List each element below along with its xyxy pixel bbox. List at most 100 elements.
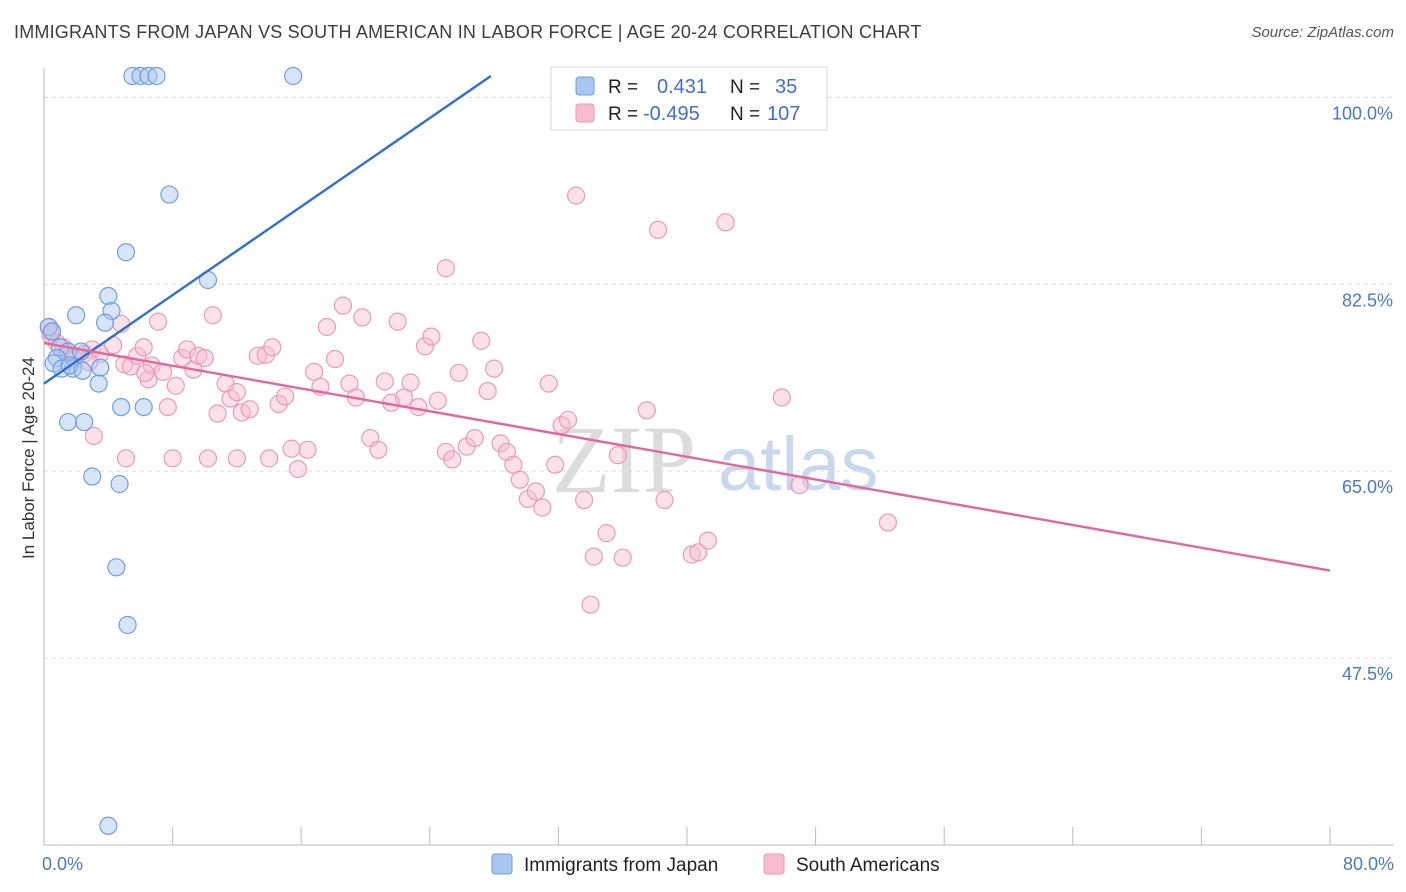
south-american-point <box>415 337 435 356</box>
south-american-point <box>298 440 317 459</box>
south-american-point <box>158 397 177 417</box>
japan-point <box>89 374 108 393</box>
south-american-point <box>198 449 218 468</box>
south-american-point <box>276 387 295 406</box>
legend-bottom-swatch-japan <box>491 853 513 875</box>
south-american-point <box>269 394 288 413</box>
south-american-point <box>422 327 441 346</box>
south-american-point <box>134 338 153 357</box>
south-american-point <box>136 363 155 383</box>
legend-top-box <box>550 66 828 131</box>
south-american-point <box>465 428 484 448</box>
south-american-point <box>597 524 616 543</box>
south-american-point <box>504 455 523 474</box>
japan-point <box>91 358 110 377</box>
south-american-point <box>790 475 809 495</box>
legend-swatch-sa <box>575 103 595 123</box>
south-american-point <box>325 349 345 369</box>
trend-line-south-americans <box>43 341 1331 572</box>
south-american-point <box>288 459 308 479</box>
south-american-point <box>304 362 324 381</box>
japan-point <box>110 474 129 494</box>
south-american-point <box>648 220 668 239</box>
south-american-point <box>581 595 600 614</box>
south-american-point <box>613 548 632 567</box>
trend-lines <box>43 75 1331 572</box>
legend-bottom: Immigrants from Japan South Americans <box>491 853 940 876</box>
data-points <box>39 66 898 835</box>
south-american-point <box>203 306 222 325</box>
japan-point <box>42 322 62 341</box>
south-american-point <box>637 401 656 420</box>
y-tick-label: 47.5% <box>1342 664 1393 684</box>
south-american-point <box>263 338 282 357</box>
japan-point <box>95 313 115 332</box>
south-american-point <box>353 308 372 327</box>
south-american-point <box>227 449 246 468</box>
y-tick-label: 82.5% <box>1342 290 1393 310</box>
legend-r-value-sa: -0.495 <box>643 103 700 125</box>
japan-point <box>284 66 303 86</box>
legend-r-label-sa: R = <box>608 104 638 125</box>
south-american-point <box>485 359 504 378</box>
south-american-point <box>608 446 627 465</box>
japan-point <box>112 397 131 417</box>
japan-point <box>107 558 126 577</box>
south-american-point <box>282 439 301 458</box>
japan-point <box>83 467 102 486</box>
south-american-point <box>240 400 259 419</box>
y-tick-label: 65.0% <box>1342 477 1393 497</box>
legend-bottom-label-japan: Immigrants from Japan <box>524 855 718 876</box>
south-american-point <box>436 259 455 278</box>
south-american-point <box>208 404 227 423</box>
south-american-point <box>546 455 565 474</box>
watermark-atlas: atlas <box>718 422 879 507</box>
south-american-point <box>449 363 468 383</box>
south-american-point <box>689 543 708 562</box>
japan-point <box>116 243 136 262</box>
south-american-point <box>401 373 420 392</box>
japan-point <box>118 615 137 635</box>
tick-labels: 100.0% 82.5% 65.0% 47.5% 0.0% 80.0% <box>42 103 1394 874</box>
japan-point <box>75 412 94 432</box>
legend-n-label-sa: N = <box>730 104 760 125</box>
legend-bottom-label-sa: South Americans <box>796 855 940 876</box>
x-tick-label: 80.0% <box>1343 854 1394 874</box>
axes <box>43 68 1394 846</box>
south-american-point <box>388 312 407 331</box>
legend-top: R = 0.431 N = 35 R = -0.495 N = 107 <box>550 66 828 131</box>
south-american-point <box>472 331 491 350</box>
south-american-point <box>566 186 586 205</box>
south-american-point <box>149 312 168 331</box>
japan-point <box>59 412 78 432</box>
south-american-point <box>375 372 394 391</box>
japan-point <box>134 397 153 417</box>
south-american-point <box>533 498 552 517</box>
chart-title: IMMIGRANTS FROM JAPAN VS SOUTH AMERICAN … <box>14 22 922 42</box>
japan-point <box>99 816 118 835</box>
south-american-point <box>84 426 103 446</box>
south-american-point <box>443 450 462 469</box>
legend-n-value-sa: 107 <box>767 103 800 125</box>
south-american-point <box>256 345 275 364</box>
legend-bottom-swatch-sa <box>763 853 785 875</box>
japan-point <box>99 286 118 306</box>
south-american-point <box>436 442 455 462</box>
south-american-point <box>772 388 791 407</box>
south-american-point <box>163 449 182 468</box>
japan-point <box>73 361 92 380</box>
south-american-point <box>195 348 214 368</box>
japan-point <box>67 306 86 325</box>
south-american-point <box>584 547 603 566</box>
legend-r-label-japan: R = <box>608 77 638 98</box>
south-american-point <box>878 513 898 532</box>
legend-r-value-japan: 0.431 <box>657 76 707 98</box>
south-american-point <box>698 531 717 550</box>
south-american-point <box>166 376 185 395</box>
south-american-point <box>716 213 735 232</box>
south-american-point <box>317 317 337 337</box>
south-american-point <box>177 340 197 359</box>
japan-point <box>147 66 166 86</box>
legend-swatch-japan <box>575 76 595 96</box>
south-american-point <box>575 490 594 510</box>
